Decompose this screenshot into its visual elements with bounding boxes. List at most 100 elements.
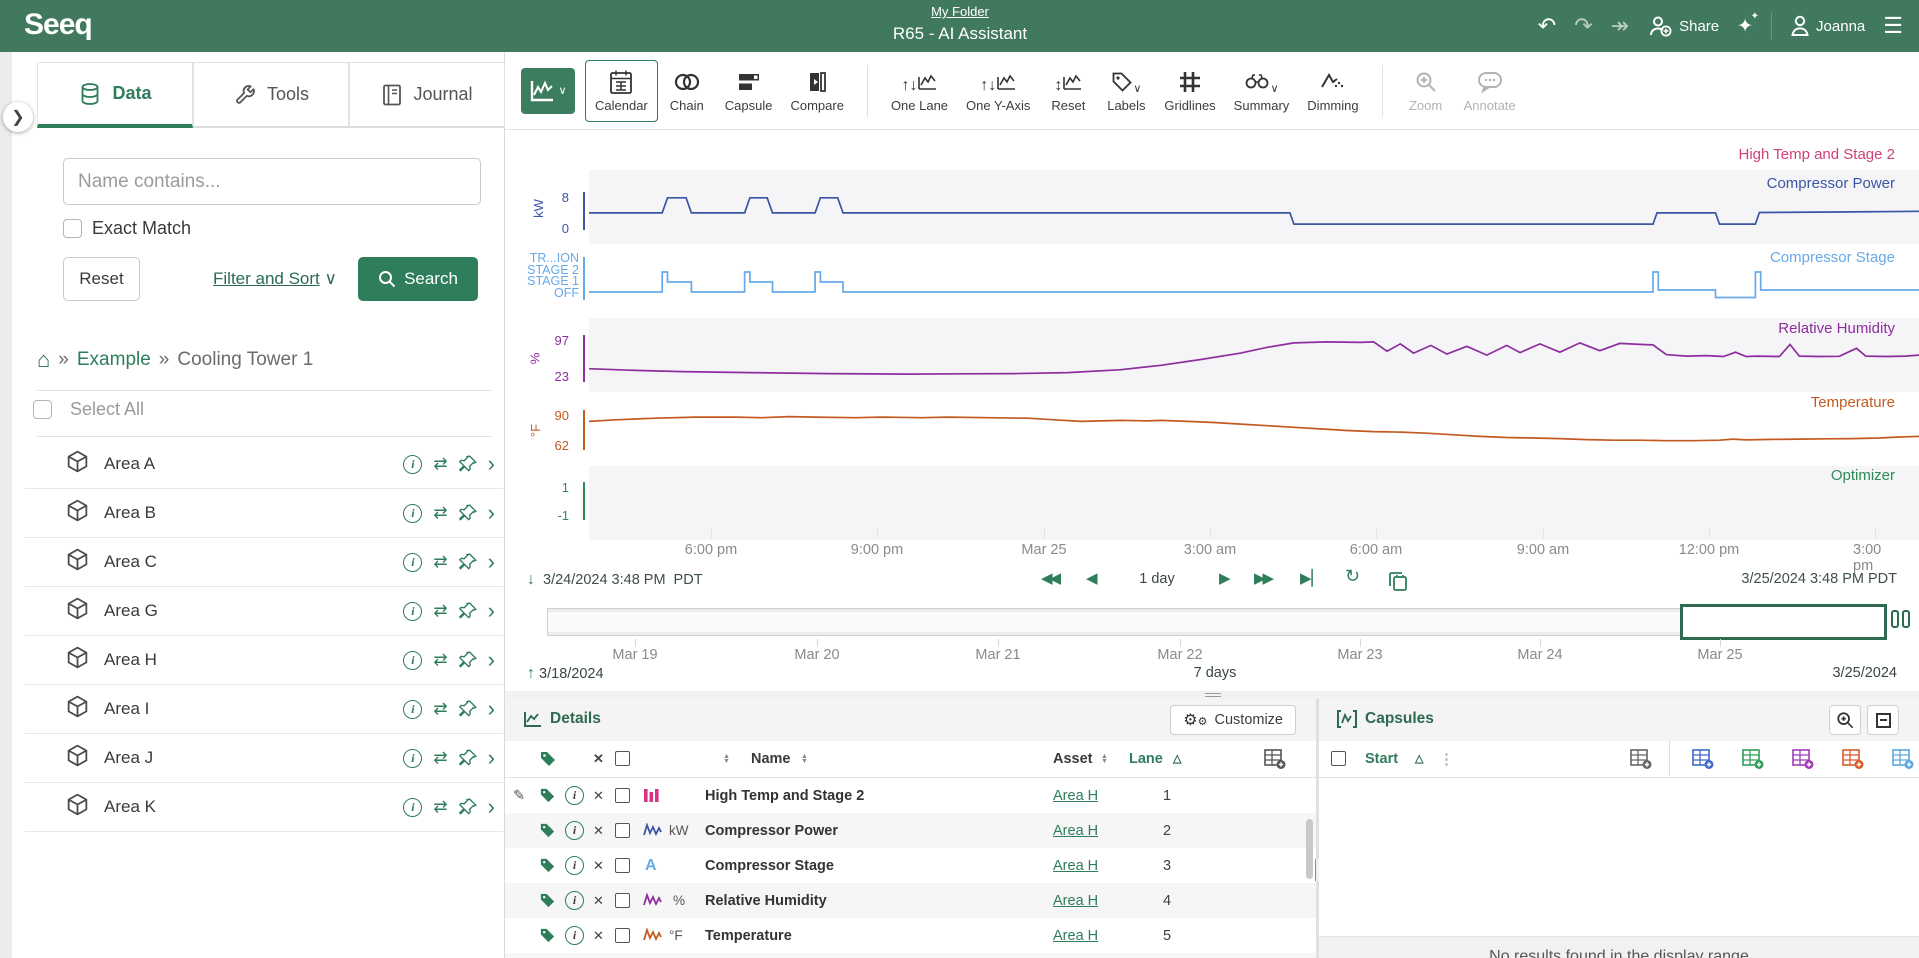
row-checkbox[interactable]: [615, 928, 630, 943]
sort-icon[interactable]: ▲▼: [801, 754, 808, 764]
y-axis-line[interactable]: [583, 482, 585, 520]
list-item-area-a[interactable]: Area A i⇄›: [25, 440, 503, 489]
toolbar-dimming-button[interactable]: Dimming: [1298, 60, 1367, 122]
row-asset-link[interactable]: Area H: [1053, 813, 1098, 848]
info-icon[interactable]: i: [565, 821, 584, 840]
ai-sparkle-icon[interactable]: ✦✦: [1737, 15, 1753, 38]
add-stat-column-icon-green[interactable]: [1741, 748, 1765, 770]
add-column-icon[interactable]: [1263, 748, 1287, 770]
toolbar-one-lane-button[interactable]: ↑↓ One Lane: [882, 60, 957, 122]
row-asset-link[interactable]: Area H: [1053, 848, 1098, 883]
toolbar-summary-button[interactable]: ∨ Summary: [1225, 60, 1299, 122]
swap-icon[interactable]: ⇄: [433, 797, 447, 817]
chevron-right-icon[interactable]: ›: [488, 700, 495, 718]
chevron-right-icon[interactable]: ›: [488, 749, 495, 767]
trace-temperature[interactable]: [589, 417, 1919, 441]
select-all-rows-checkbox[interactable]: [615, 751, 630, 766]
info-icon[interactable]: i: [403, 651, 422, 670]
timebar-selection[interactable]: [1680, 604, 1887, 640]
details-row-compressor-power[interactable]: i ✕ kW Compressor Power Area H 2: [505, 813, 1316, 848]
step-back-fast-icon[interactable]: ◀◀: [1041, 569, 1058, 587]
info-icon[interactable]: i: [403, 798, 422, 817]
breadcrumb-example[interactable]: Example: [77, 349, 151, 371]
remove-all-icon[interactable]: ✕: [593, 741, 604, 776]
investigate-end-date[interactable]: 3/25/2024: [1832, 665, 1897, 681]
info-icon[interactable]: i: [403, 602, 422, 621]
info-icon[interactable]: i: [565, 786, 584, 805]
info-icon[interactable]: i: [403, 700, 422, 719]
more-options-icon[interactable]: ⋮: [1439, 741, 1454, 776]
refresh-icon[interactable]: ↻: [1345, 566, 1357, 587]
info-icon[interactable]: i: [403, 504, 422, 523]
y-axis-line[interactable]: [583, 192, 585, 230]
toolbar-chain-button[interactable]: Chain: [658, 60, 716, 122]
step-forward-fast-icon[interactable]: ▶▶: [1254, 569, 1271, 587]
pin-icon[interactable]: [459, 749, 477, 767]
remove-icon[interactable]: ✕: [593, 813, 604, 848]
timebar-handle-icon[interactable]: [1891, 610, 1910, 628]
details-row-relative-humidity[interactable]: i ✕ % Relative Humidity Area H 4: [505, 883, 1316, 918]
exact-match-checkbox[interactable]: [63, 219, 82, 238]
swap-icon[interactable]: ⇄: [433, 552, 447, 572]
add-stat-column-icon-lightblue[interactable]: [1891, 748, 1915, 770]
row-checkbox[interactable]: [615, 858, 630, 873]
pin-icon[interactable]: [459, 602, 477, 620]
hamburger-menu-icon[interactable]: ☰: [1883, 15, 1903, 37]
list-item-area-b[interactable]: Area B i⇄›: [25, 489, 503, 538]
search-input[interactable]: [63, 158, 481, 205]
list-item-area-k[interactable]: Area K i⇄›: [25, 783, 503, 832]
home-icon[interactable]: ⌂: [37, 347, 50, 373]
breadcrumb[interactable]: My Folder: [931, 4, 989, 19]
fast-forward-icon[interactable]: ↠: [1611, 15, 1629, 37]
customize-button[interactable]: ⚙⚙ Customize: [1170, 705, 1296, 735]
chevron-right-icon[interactable]: ›: [488, 504, 495, 522]
pin-icon[interactable]: [459, 798, 477, 816]
add-stat-column-icon-purple[interactable]: [1791, 748, 1815, 770]
add-stat-column-icon-orange[interactable]: [1841, 748, 1865, 770]
info-icon[interactable]: i: [565, 926, 584, 945]
user-menu[interactable]: Joanna: [1790, 15, 1865, 37]
search-button[interactable]: Search: [358, 257, 478, 301]
tag-icon[interactable]: [539, 927, 556, 944]
lane-label-temperature[interactable]: Temperature: [1811, 394, 1895, 411]
toolbar-annotate-button[interactable]: Annotate: [1455, 60, 1525, 122]
toolbar-calendar-button[interactable]: Calendar: [585, 60, 658, 122]
reset-button[interactable]: Reset: [63, 257, 140, 301]
list-item-area-c[interactable]: Area C i⇄›: [25, 538, 503, 587]
capsules-select-all-checkbox[interactable]: [1331, 751, 1346, 766]
details-row-optimizer[interactable]: i ✕ Optimizer Area H 6: [505, 953, 1316, 958]
sort-icon[interactable]: ▲▼: [1101, 754, 1108, 764]
details-scrollbar[interactable]: [1306, 819, 1313, 879]
row-asset-link[interactable]: Area H: [1053, 778, 1098, 813]
remove-icon[interactable]: ✕: [593, 918, 604, 953]
swap-icon[interactable]: ⇄: [433, 454, 447, 474]
investigate-start-date[interactable]: 3/18/2024: [539, 666, 604, 682]
lane-label-relative-humidity[interactable]: Relative Humidity: [1778, 320, 1895, 337]
duration-label[interactable]: 1 day: [1117, 571, 1197, 587]
row-asset-link[interactable]: Area H: [1053, 883, 1098, 918]
chevron-right-icon[interactable]: ›: [488, 651, 495, 669]
lane-label-high-temp[interactable]: High Temp and Stage 2: [1739, 146, 1896, 163]
y-axis-line[interactable]: [583, 257, 585, 300]
row-asset-link[interactable]: Area H: [1053, 953, 1098, 958]
sidebar-collapse-button[interactable]: ❯: [3, 102, 33, 132]
info-icon[interactable]: i: [403, 749, 422, 768]
copy-range-icon[interactable]: [1387, 570, 1409, 592]
add-column-icon[interactable]: [1629, 748, 1653, 770]
sort-asc-icon[interactable]: △: [1415, 741, 1423, 776]
pin-icon[interactable]: [459, 455, 477, 473]
swap-icon[interactable]: ⇄: [433, 748, 447, 768]
swap-icon[interactable]: ⇄: [433, 601, 447, 621]
info-icon[interactable]: i: [565, 891, 584, 910]
list-item-area-h[interactable]: Area H i⇄›: [25, 636, 503, 685]
select-all-checkbox[interactable]: [33, 400, 52, 419]
trace-compressor-stage[interactable]: [589, 272, 1919, 298]
y-axis-line[interactable]: [583, 335, 585, 382]
tab-journal[interactable]: Journal: [349, 62, 505, 128]
chevron-right-icon[interactable]: ›: [488, 455, 495, 473]
chevron-right-icon[interactable]: ›: [488, 602, 495, 620]
undo-icon[interactable]: ↶: [1538, 15, 1556, 37]
view-mode-trend-button[interactable]: ∨: [521, 68, 575, 114]
info-icon[interactable]: i: [403, 553, 422, 572]
row-checkbox[interactable]: [615, 823, 630, 838]
